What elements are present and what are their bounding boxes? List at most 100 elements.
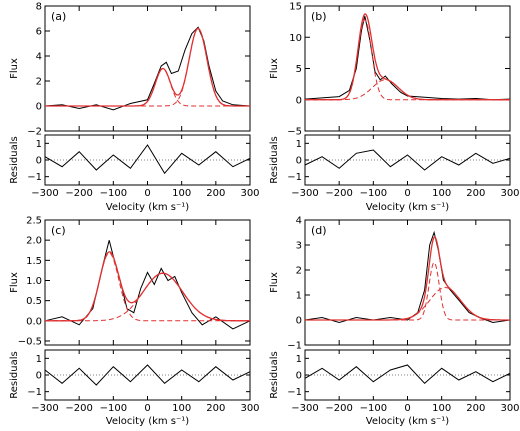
panel-label: (d) [311,224,327,237]
panel-a: (a) −2 0 2 4 6 8 −1 0 1 −300 −200 −100 0 100 200 300 Flux… [9,2,260,214]
y-tick-label: 2 [36,77,42,88]
y-tick-label: −2 [27,127,42,138]
y-tick-label: 0 [296,95,302,106]
residuals-line [44,364,251,386]
x-tick-label: 0 [404,188,410,199]
observed-flux-line [304,15,511,101]
residual-axis-label: Residuals [269,136,280,183]
x-tick-label: −200 [325,188,352,199]
panel-c: (c) −0.5 0.0 0.5 1.0 1.5 2.0 2.5 −1 0 1 −300 −200 −10… [9,216,260,428]
x-tick-label: 200 [466,188,485,199]
y-tick-label: 15 [289,2,302,13]
flux-plot-frame [304,5,511,132]
y-tick-label: −5 [287,127,302,138]
residual-tick-label: 1 [36,139,42,150]
y-tick-label: 6 [36,27,42,38]
x-tick-label: 300 [500,188,519,199]
y-tick-label: 10 [289,33,302,44]
residual-tick-label: 1 [36,354,42,365]
residuals-line [44,144,251,175]
residual-axis-label: Residuals [269,351,280,398]
x-tick-label: 200 [466,403,485,414]
y-tick-label: 1.5 [26,256,42,267]
residual-tick-label: −1 [27,172,42,183]
y-tick-label: 1 [296,291,302,302]
y-tick-label: 2.5 [26,216,42,227]
y-tick-label: −1 [287,341,302,352]
residual-tick-label: 0 [36,156,42,167]
y-axis-label: Flux [9,272,20,293]
x-tick-label: −100 [360,403,387,414]
y-tick-label: 1.0 [26,276,42,287]
residual-tick-label: 0 [36,371,42,382]
panel-label: (b) [311,10,327,23]
panel-label: (a) [51,10,66,23]
total-fit-line [45,27,250,107]
residual-tick-label: −1 [27,387,42,398]
x-tick-label: 100 [172,188,191,199]
x-tick-label: 0 [404,403,410,414]
x-tick-label: 300 [500,403,519,414]
gaussian-component-line [305,286,510,321]
y-tick-label: 3 [296,241,302,252]
x-tick-label: 200 [206,403,225,414]
x-tick-label: −300 [291,188,318,199]
residual-tick-label: 1 [296,139,302,150]
y-tick-label: 0 [296,316,302,327]
x-axis-label: Velocity (km s⁻¹) [106,416,190,427]
x-tick-label: −200 [65,188,92,199]
residual-tick-label: −1 [287,387,302,398]
x-axis-label: Velocity (km s⁻¹) [366,202,450,213]
x-tick-label: 300 [240,403,259,414]
residual-axis-label: Residuals [9,136,20,183]
y-tick-label: 2 [296,266,302,277]
gaussian-component-line [305,19,510,101]
x-tick-label: −300 [291,403,318,414]
residual-tick-label: −1 [287,172,302,183]
x-tick-label: 200 [206,188,225,199]
y-tick-label: 2.0 [26,236,42,247]
x-tick-label: 0 [144,188,150,199]
y-axis-label: Flux [9,58,20,79]
total-fit-line [305,13,510,101]
y-tick-label: 0 [36,102,42,113]
gaussian-component-line [45,252,250,322]
gaussian-component-line [305,261,510,321]
x-tick-label: −200 [65,403,92,414]
x-tick-label: −100 [100,403,127,414]
gaussian-component-line [45,272,250,322]
panel-b: (b) −5 0 5 10 15 −1 0 1 −300 −200 −100 0 100 200 300 Flu… [269,2,520,214]
y-tick-label: 8 [36,2,42,13]
residual-tick-label: 1 [296,354,302,365]
x-axis-label: Velocity (km s⁻¹) [366,416,450,427]
panel-d: (d) −1 0 1 2 3 4 −1 0 1 −300 −200 −100 0 100 200 300 Flux… [269,216,520,428]
x-tick-label: 300 [240,188,259,199]
total-fit-line [45,251,250,322]
observed-flux-line [304,230,511,324]
y-tick-label: 0.5 [26,296,42,307]
y-axis-label: Flux [269,58,280,79]
residuals-line [304,149,511,171]
y-axis-label: Flux [269,272,280,293]
y-tick-label: −0.5 [18,336,42,347]
flux-plot-frame [44,5,251,132]
x-tick-label: −300 [31,188,58,199]
y-tick-label: 0.0 [26,316,42,327]
x-axis-label: Velocity (km s⁻¹) [106,202,190,213]
x-tick-label: −200 [325,403,352,414]
residual-tick-label: 0 [296,371,302,382]
x-tick-label: −100 [360,188,387,199]
residual-axis-label: Residuals [9,351,20,398]
x-tick-label: 100 [432,188,451,199]
gaussian-component-line [45,27,250,107]
observed-flux-line [44,26,251,111]
panel-label: (c) [51,224,66,237]
flux-plot-frame [304,219,511,346]
total-fit-line [305,236,510,321]
x-tick-label: −300 [31,403,58,414]
x-tick-label: −100 [100,188,127,199]
flux-plot-frame [44,219,251,346]
x-tick-label: 0 [144,403,150,414]
y-tick-label: 4 [36,52,42,63]
